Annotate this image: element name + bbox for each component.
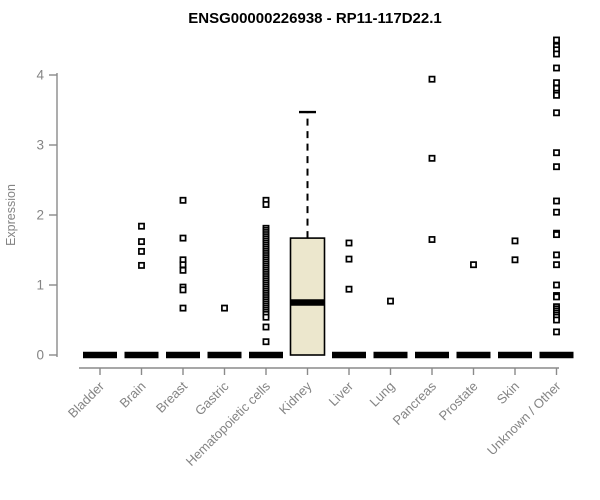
outlier-point xyxy=(553,163,560,171)
box-group-bladder xyxy=(83,351,117,359)
x-category-label: Prostate xyxy=(436,379,481,424)
median-bar xyxy=(415,351,449,359)
outlier-point xyxy=(179,266,187,274)
outlier-point xyxy=(345,285,353,293)
outlier-point xyxy=(470,261,477,269)
y-tick-label: 3 xyxy=(36,138,44,153)
y-axis-label: Expression xyxy=(4,184,18,246)
median-bar xyxy=(332,351,366,359)
box-group-prostate xyxy=(456,261,491,359)
box-group-pancreas xyxy=(415,75,449,359)
y-tick-label: 0 xyxy=(36,348,44,363)
plot-marks xyxy=(83,36,574,359)
outlier-point xyxy=(262,313,270,321)
median-bar xyxy=(539,351,574,359)
box-group-unknown-other xyxy=(539,36,574,359)
x-category-label: Kidney xyxy=(276,378,315,417)
box-group-skin xyxy=(498,237,532,359)
outlier-point xyxy=(553,149,560,157)
box-group-breast xyxy=(166,196,200,359)
outlier-point xyxy=(553,197,560,205)
median-bar xyxy=(498,351,532,359)
x-category-label: Pancreas xyxy=(390,378,440,428)
outlier-point xyxy=(553,231,560,239)
outlier-point xyxy=(179,261,187,269)
outlier-point xyxy=(553,261,560,269)
outlier-point xyxy=(553,50,560,58)
outlier-point xyxy=(553,293,560,301)
median-bar xyxy=(124,351,159,359)
outlier-point xyxy=(553,36,560,44)
outlier-point xyxy=(179,304,187,312)
outlier-point xyxy=(138,247,145,255)
outlier-point xyxy=(511,256,519,264)
outlier-point xyxy=(387,297,394,305)
x-category-label: Bladder xyxy=(65,378,108,421)
outlier-point xyxy=(428,154,436,162)
median-bar xyxy=(456,351,491,359)
median-bar xyxy=(373,351,408,359)
outlier-point xyxy=(428,236,436,243)
y-tick-label: 1 xyxy=(36,278,44,293)
outlier-point xyxy=(138,261,145,269)
x-category-label: Skin xyxy=(494,379,522,407)
outlier-point xyxy=(179,286,187,294)
y-axis: 0 1 2 3 4 xyxy=(36,68,58,363)
outlier-point xyxy=(511,237,519,245)
box-group-gastric xyxy=(207,304,242,359)
x-category-label: Unknown / Other xyxy=(484,378,564,458)
box-rect xyxy=(289,237,326,356)
outlier-point xyxy=(553,281,560,289)
x-category-label: Liver xyxy=(326,378,357,409)
chart-title: ENSG00000226938 - RP11-117D22.1 xyxy=(188,10,442,27)
x-category-label: Brain xyxy=(117,379,149,411)
box-group-brain xyxy=(124,222,159,359)
outlier-point xyxy=(262,323,270,331)
outlier-point xyxy=(262,201,270,208)
x-category-label: Gastric xyxy=(192,378,232,418)
outlier-point xyxy=(553,251,560,259)
outlier-point xyxy=(138,238,145,246)
box-group-liver xyxy=(332,239,366,359)
outlier-point xyxy=(553,91,560,99)
median-bar xyxy=(290,299,325,306)
box-group-hematopoietic-cells xyxy=(249,196,283,359)
outlier-point xyxy=(553,79,560,87)
outlier-point xyxy=(221,304,228,312)
outlier-point xyxy=(553,208,560,216)
outlier-point xyxy=(553,316,560,324)
median-bar xyxy=(207,351,242,359)
outlier-point xyxy=(345,239,353,247)
outlier-point xyxy=(428,75,436,83)
outlier-point xyxy=(179,196,187,204)
y-tick-label: 2 xyxy=(36,208,44,223)
outlier-point xyxy=(138,222,145,230)
outlier-point xyxy=(553,64,560,72)
y-tick-label: 4 xyxy=(36,68,44,83)
outlier-point xyxy=(179,234,187,242)
outlier-point xyxy=(553,328,560,336)
outlier-point xyxy=(262,338,270,346)
x-category-label: Lung xyxy=(367,379,398,410)
outlier-point xyxy=(345,255,353,263)
median-bar xyxy=(249,351,283,359)
box-group-lung xyxy=(373,297,408,359)
x-category-label: Breast xyxy=(153,378,190,415)
box-group-kidney xyxy=(289,110,326,356)
outlier-point xyxy=(553,109,560,117)
median-bar xyxy=(83,351,117,359)
median-bar xyxy=(166,351,200,359)
